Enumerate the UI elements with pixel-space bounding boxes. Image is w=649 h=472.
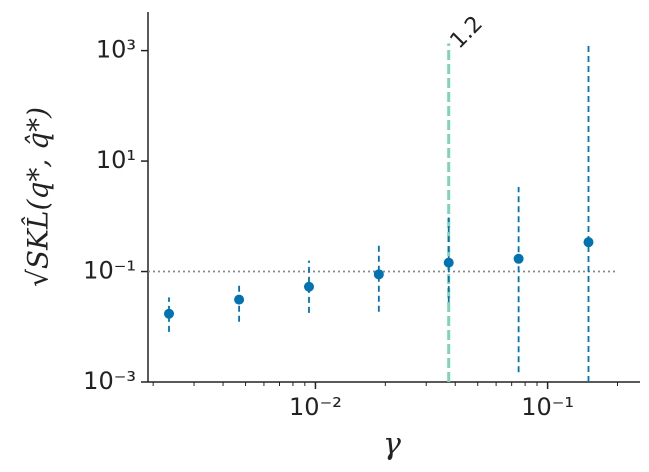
data-point [303,281,314,292]
data-point [443,257,454,268]
x-tick-label: 10⁻¹ [521,393,574,421]
x-axis-label: γ [383,427,401,462]
threshold-label: 1.2 [446,11,488,53]
y-tick-label: 10³ [96,36,136,64]
data-point [373,269,384,280]
data-point [583,237,594,248]
y-tick-label: 10⁻³ [83,367,136,395]
data-point [513,253,524,264]
data-point [234,294,245,305]
y-tick-label: 10⁻¹ [83,257,136,285]
x-tick-label: 10⁻² [289,393,342,421]
data-point [164,308,175,319]
y-tick-label: 10¹ [96,146,136,174]
y-axis-label: √SKL̂(q*, q̂*) [21,107,54,287]
